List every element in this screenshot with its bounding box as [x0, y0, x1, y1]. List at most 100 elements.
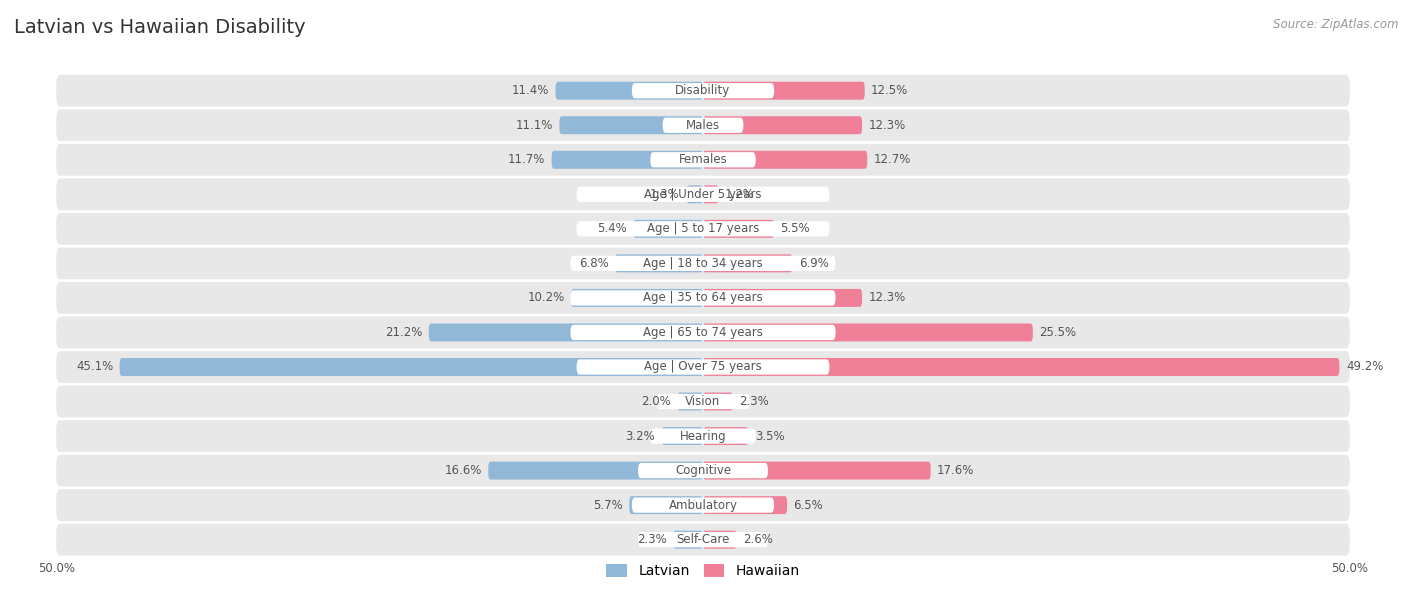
FancyBboxPatch shape: [703, 461, 931, 480]
FancyBboxPatch shape: [630, 496, 703, 514]
Text: 11.1%: 11.1%: [516, 119, 553, 132]
Text: Age | 18 to 34 years: Age | 18 to 34 years: [643, 257, 763, 270]
Text: 10.2%: 10.2%: [527, 291, 565, 304]
Text: 11.7%: 11.7%: [508, 153, 546, 166]
FancyBboxPatch shape: [703, 151, 868, 169]
FancyBboxPatch shape: [703, 289, 862, 307]
FancyBboxPatch shape: [555, 82, 703, 100]
FancyBboxPatch shape: [703, 427, 748, 445]
FancyBboxPatch shape: [703, 82, 865, 100]
FancyBboxPatch shape: [651, 152, 755, 168]
FancyBboxPatch shape: [56, 247, 1350, 279]
Text: Age | Over 75 years: Age | Over 75 years: [644, 360, 762, 373]
Text: 12.3%: 12.3%: [869, 291, 905, 304]
Text: 45.1%: 45.1%: [76, 360, 112, 373]
Text: Ambulatory: Ambulatory: [668, 499, 738, 512]
FancyBboxPatch shape: [614, 255, 703, 272]
FancyBboxPatch shape: [56, 420, 1350, 452]
Text: Latvian vs Hawaiian Disability: Latvian vs Hawaiian Disability: [14, 18, 305, 37]
Text: 11.4%: 11.4%: [512, 84, 550, 97]
Text: 12.3%: 12.3%: [869, 119, 905, 132]
Text: Age | 5 to 17 years: Age | 5 to 17 years: [647, 222, 759, 236]
Text: 5.5%: 5.5%: [780, 222, 810, 236]
FancyBboxPatch shape: [488, 461, 703, 480]
FancyBboxPatch shape: [56, 179, 1350, 210]
Text: Self-Care: Self-Care: [676, 533, 730, 546]
FancyBboxPatch shape: [429, 324, 703, 341]
FancyBboxPatch shape: [651, 428, 755, 444]
Text: 5.4%: 5.4%: [598, 222, 627, 236]
FancyBboxPatch shape: [703, 185, 718, 203]
FancyBboxPatch shape: [686, 185, 703, 203]
Text: Males: Males: [686, 119, 720, 132]
FancyBboxPatch shape: [703, 496, 787, 514]
FancyBboxPatch shape: [571, 290, 835, 305]
FancyBboxPatch shape: [576, 221, 830, 236]
FancyBboxPatch shape: [571, 325, 835, 340]
FancyBboxPatch shape: [56, 351, 1350, 383]
FancyBboxPatch shape: [703, 358, 1340, 376]
Text: 2.0%: 2.0%: [641, 395, 671, 408]
FancyBboxPatch shape: [56, 386, 1350, 417]
FancyBboxPatch shape: [576, 359, 830, 375]
Text: 12.7%: 12.7%: [873, 153, 911, 166]
Text: 16.6%: 16.6%: [444, 464, 482, 477]
Text: Source: ZipAtlas.com: Source: ZipAtlas.com: [1274, 18, 1399, 31]
Text: Vision: Vision: [685, 395, 721, 408]
Text: 12.5%: 12.5%: [872, 84, 908, 97]
FancyBboxPatch shape: [576, 187, 830, 202]
FancyBboxPatch shape: [633, 220, 703, 238]
FancyBboxPatch shape: [56, 75, 1350, 106]
Text: Age | Under 5 years: Age | Under 5 years: [644, 188, 762, 201]
FancyBboxPatch shape: [56, 110, 1350, 141]
FancyBboxPatch shape: [571, 289, 703, 307]
Text: Hearing: Hearing: [679, 430, 727, 442]
Text: 3.5%: 3.5%: [755, 430, 785, 442]
Text: 21.2%: 21.2%: [385, 326, 422, 339]
Text: Disability: Disability: [675, 84, 731, 97]
FancyBboxPatch shape: [571, 256, 835, 271]
Text: 49.2%: 49.2%: [1346, 360, 1384, 373]
Text: 1.3%: 1.3%: [650, 188, 679, 201]
FancyBboxPatch shape: [703, 392, 733, 411]
FancyBboxPatch shape: [703, 116, 862, 134]
FancyBboxPatch shape: [703, 531, 737, 548]
FancyBboxPatch shape: [673, 531, 703, 548]
FancyBboxPatch shape: [56, 455, 1350, 487]
Text: 2.6%: 2.6%: [744, 533, 773, 546]
FancyBboxPatch shape: [678, 392, 703, 411]
FancyBboxPatch shape: [120, 358, 703, 376]
FancyBboxPatch shape: [703, 220, 775, 238]
FancyBboxPatch shape: [56, 213, 1350, 245]
FancyBboxPatch shape: [631, 498, 775, 513]
FancyBboxPatch shape: [703, 255, 792, 272]
FancyBboxPatch shape: [56, 282, 1350, 314]
FancyBboxPatch shape: [657, 394, 749, 409]
FancyBboxPatch shape: [638, 463, 768, 478]
FancyBboxPatch shape: [560, 116, 703, 134]
FancyBboxPatch shape: [662, 427, 703, 445]
FancyBboxPatch shape: [56, 489, 1350, 521]
FancyBboxPatch shape: [638, 532, 768, 547]
Text: 2.3%: 2.3%: [740, 395, 769, 408]
Text: 17.6%: 17.6%: [938, 464, 974, 477]
Legend: Latvian, Hawaiian: Latvian, Hawaiian: [600, 559, 806, 584]
Text: Age | 65 to 74 years: Age | 65 to 74 years: [643, 326, 763, 339]
FancyBboxPatch shape: [56, 144, 1350, 176]
Text: 6.9%: 6.9%: [799, 257, 828, 270]
Text: 6.5%: 6.5%: [793, 499, 824, 512]
FancyBboxPatch shape: [56, 524, 1350, 556]
FancyBboxPatch shape: [551, 151, 703, 169]
Text: 2.3%: 2.3%: [637, 533, 666, 546]
Text: 25.5%: 25.5%: [1039, 326, 1077, 339]
FancyBboxPatch shape: [703, 324, 1033, 341]
FancyBboxPatch shape: [662, 118, 744, 133]
FancyBboxPatch shape: [631, 83, 775, 99]
Text: 3.2%: 3.2%: [626, 430, 655, 442]
Text: 5.7%: 5.7%: [593, 499, 623, 512]
Text: 1.2%: 1.2%: [725, 188, 755, 201]
Text: Age | 35 to 64 years: Age | 35 to 64 years: [643, 291, 763, 304]
Text: 6.8%: 6.8%: [579, 257, 609, 270]
FancyBboxPatch shape: [56, 316, 1350, 348]
Text: Cognitive: Cognitive: [675, 464, 731, 477]
